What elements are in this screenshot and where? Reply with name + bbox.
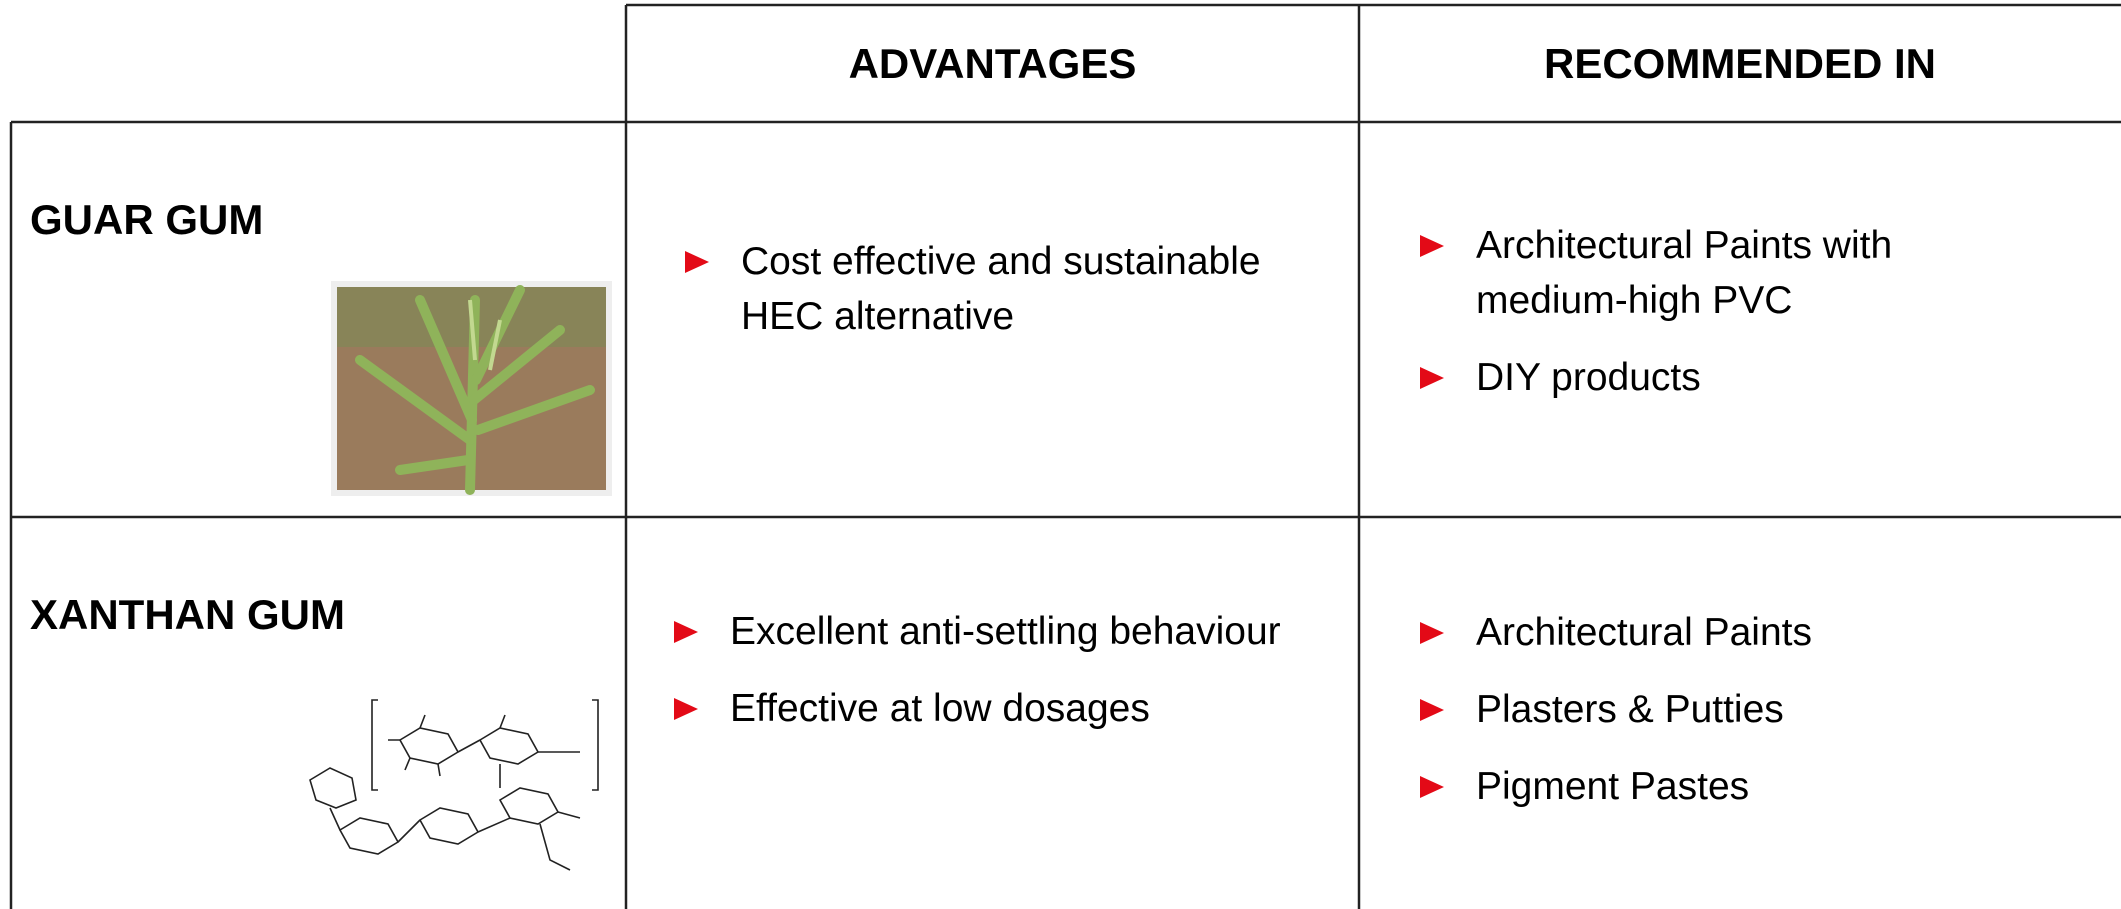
bullet-item: Architectural Paints xyxy=(1418,605,2098,660)
bullet-icon xyxy=(674,698,698,720)
header-cell: RECOMMENDED IN xyxy=(1543,40,1936,87)
bullet-item: Pigment Pastes xyxy=(1418,759,2098,814)
bullet-text: Excellent anti-settling behaviour xyxy=(730,610,1281,653)
bullet-list: Excellent anti-settling behaviour Effecti… xyxy=(672,604,1352,758)
bullet-item: Excellent anti-settling behaviour xyxy=(672,604,1352,659)
bullet-list: Architectural Paints with medium-high PV… xyxy=(1418,218,1958,427)
bullet-text: Effective at low dosages xyxy=(730,687,1150,730)
bullet-item: Effective at low dosages xyxy=(672,681,1352,736)
row-label: GUAR GUM xyxy=(30,196,264,243)
bullet-item: Plasters & Putties xyxy=(1418,682,2098,737)
bullet-text: Architectural Paints xyxy=(1476,611,1812,654)
row-label: XANTHAN GUM xyxy=(30,591,345,638)
bullet-list: Architectural Paints Plasters & Putties Pi… xyxy=(1418,605,2098,836)
bullet-text: Plasters & Putties xyxy=(1476,688,1784,731)
bullet-icon xyxy=(685,251,709,273)
bullet-icon xyxy=(1420,699,1444,721)
bullet-text: DIY products xyxy=(1476,356,1701,399)
bullet-item: DIY products xyxy=(1418,350,1958,405)
header-cell: ADVANTAGES xyxy=(848,40,1137,87)
bullet-icon xyxy=(1420,622,1444,644)
bullet-text: Architectural Paints with medium-high PV… xyxy=(1476,224,1893,322)
bullet-text: Pigment Pastes xyxy=(1476,765,1750,808)
bullet-icon xyxy=(1420,776,1444,798)
bullet-icon xyxy=(674,621,698,643)
guar-photo xyxy=(331,281,612,496)
bullet-icon xyxy=(1420,367,1444,389)
xanthan-structure xyxy=(309,699,599,871)
bullet-icon xyxy=(1420,235,1444,257)
bullet-item: Cost effective and sustainable HEC alter… xyxy=(683,234,1303,344)
bullet-item: Architectural Paints with medium-high PV… xyxy=(1418,218,1958,328)
bullet-list: Cost effective and sustainable HEC alter… xyxy=(683,234,1303,366)
bullet-text: Cost effective and sustainable HEC alter… xyxy=(741,240,1261,338)
